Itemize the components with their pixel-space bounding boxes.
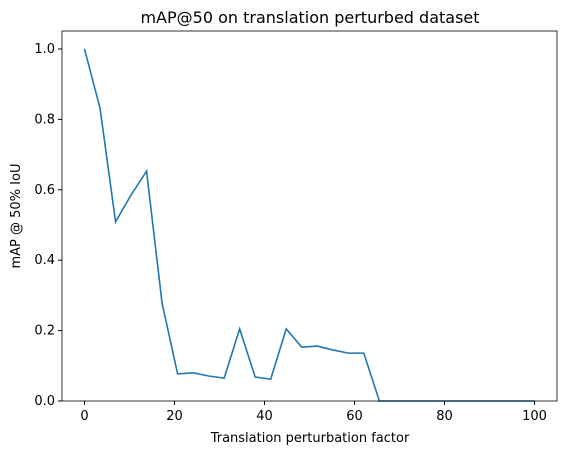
x-tick-label: 20: [166, 409, 183, 424]
x-tick-label: 100: [522, 409, 547, 424]
y-tick-label: 0.2: [34, 324, 55, 339]
y-tick-label: 0.6: [34, 183, 55, 198]
plot-frame: [61, 30, 558, 402]
x-tick-label: 80: [436, 409, 453, 424]
x-tick-label: 0: [80, 409, 88, 424]
y-tick-label: 0.4: [34, 253, 55, 268]
y-tick-label: 0.0: [34, 394, 55, 409]
y-tick-label: 0.8: [34, 112, 55, 127]
x-tick-label: 40: [256, 409, 273, 424]
y-axis-label: mAP @ 50% IoU: [9, 164, 24, 269]
chart-title: mAP@50 on translation perturbed dataset: [140, 8, 479, 27]
x-tick-label: 60: [346, 409, 363, 424]
x-axis-label: Translation perturbation factor: [210, 431, 410, 446]
data-line: [83, 48, 535, 402]
y-tick-label: 1.0: [34, 42, 55, 57]
